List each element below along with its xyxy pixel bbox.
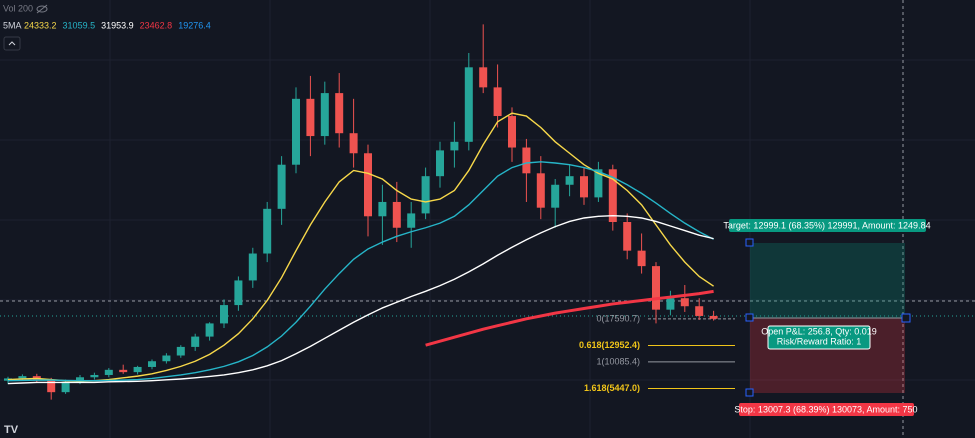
target-label: Target: 12999.1 (68.35%) 129991, Amount:…	[723, 220, 930, 230]
stop-label-box	[739, 403, 914, 416]
candle-body	[378, 201, 387, 217]
legend-value: 31059.5	[63, 20, 96, 30]
pnl-label: Open P&L: 256.8, Qty: 0.019	[761, 326, 877, 336]
eye-icon[interactable]	[36, 4, 48, 14]
candle-body	[349, 133, 358, 154]
candle-body	[248, 253, 257, 281]
legend-title: 5MA	[3, 20, 22, 30]
candle-body	[479, 67, 488, 88]
candle-body	[90, 374, 99, 378]
candle-body	[119, 369, 128, 373]
candle-body	[580, 176, 588, 198]
legend: 24333.2 31059.5 31953.9 23462.8 19276.4	[24, 20, 211, 30]
candle-body	[133, 366, 142, 373]
pnl-box	[767, 325, 871, 350]
ma-line	[7, 112, 714, 382]
volume-label: Vol 200	[3, 3, 33, 13]
candle-body	[623, 222, 632, 251]
ma-line	[7, 161, 714, 382]
ratio-label: Risk/Reward Ratio: 1	[777, 336, 862, 346]
stop-label: Stop: 13007.3 (68.39%) 130073, Amount: 7…	[734, 404, 917, 414]
candle-body	[666, 298, 675, 310]
candle-body	[594, 169, 603, 198]
candle-body	[263, 208, 272, 254]
candle-body	[421, 176, 430, 214]
candle-body	[292, 98, 300, 165]
candle-body	[61, 381, 70, 393]
candle-body	[306, 98, 315, 137]
candle-body	[47, 380, 56, 393]
target-label-box	[729, 219, 926, 232]
candle-body	[162, 355, 171, 362]
handle[interactable]	[745, 238, 754, 247]
candle-body	[652, 266, 660, 310]
candle-body	[536, 173, 545, 208]
candle-body	[176, 346, 185, 356]
candle-body	[407, 213, 416, 228]
candle-body	[680, 298, 689, 307]
collapse-button[interactable]	[3, 36, 21, 51]
target-zone[interactable]	[750, 243, 905, 318]
candle-body	[436, 150, 444, 177]
candle-body	[450, 141, 459, 151]
candle-body	[18, 376, 27, 379]
candle-body	[205, 323, 214, 337]
candle-body	[191, 336, 200, 347]
candle-body	[392, 201, 401, 228]
ma-line	[7, 215, 714, 385]
candle-body	[709, 315, 718, 319]
candle-body	[551, 184, 560, 208]
candle-body	[522, 147, 531, 174]
candle-body	[508, 116, 516, 148]
candle-body	[493, 87, 502, 117]
candle-body	[695, 306, 704, 316]
fib-label: 0(17590.7)	[596, 313, 640, 323]
handle[interactable]	[745, 313, 754, 322]
ma-line	[425, 289, 714, 347]
legend-value: 19276.4	[178, 20, 211, 30]
candle-body	[637, 250, 646, 267]
candle-body	[234, 280, 243, 306]
candle-body	[220, 305, 228, 324]
collapse-icon	[8, 41, 16, 46]
candle-body	[364, 153, 372, 217]
handle[interactable]	[901, 313, 911, 323]
candle-body	[277, 164, 286, 209]
logo: TV	[4, 424, 19, 436]
candle-body	[335, 93, 344, 134]
candle-body	[320, 93, 329, 137]
candle-body	[464, 67, 473, 142]
candle-body	[104, 369, 113, 375]
fib-label: 1.618(5447.0)	[584, 383, 640, 393]
fib-label: 1(10085.4)	[596, 356, 640, 366]
legend-value: 31953.9	[101, 20, 134, 30]
candle-body	[76, 377, 84, 382]
handle[interactable]	[745, 388, 754, 397]
candle-body	[148, 361, 156, 367]
legend-value: 24333.2	[24, 20, 57, 30]
legend-value: 23462.8	[140, 20, 173, 30]
plot-area: 0(17590.7) 0.618(12952.4) 1(10085.4) 1.618(…	[4, 24, 735, 400]
fib-label: 0.618(12952.4)	[579, 340, 640, 350]
candle-body	[565, 176, 574, 185]
candle-body	[608, 169, 617, 223]
